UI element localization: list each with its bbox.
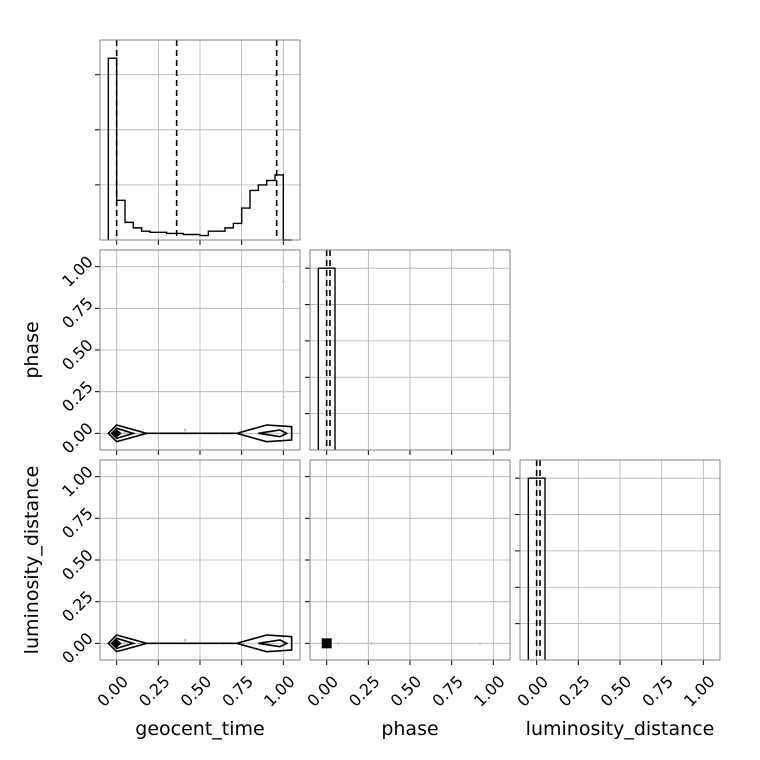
panel-phase-vs-luminosity_distance	[305, 459, 511, 665]
scatter-point	[183, 428, 187, 432]
scatter-point	[281, 280, 285, 284]
y-tick-label: 1.00	[58, 462, 97, 501]
x-tick-label: 0.50	[177, 672, 216, 711]
y-axis-label-phase: phase	[21, 321, 43, 378]
y-tick-label: 0.50	[58, 545, 97, 584]
y-tick-label: 0.25	[58, 377, 97, 416]
x-axis-label-geocent_time: geocent_time	[135, 718, 264, 740]
scatter-point	[336, 641, 340, 645]
x-tick-label: 0.50	[387, 672, 426, 711]
scatter-point	[366, 641, 370, 645]
x-tick-label: 0.00	[303, 672, 342, 711]
y-axis-label-luminosity_distance: luminosity_distance	[21, 466, 43, 655]
x-tick-label: 0.00	[513, 672, 552, 711]
diag-panel-phase	[305, 249, 511, 455]
y-tick-label: 0.75	[58, 294, 97, 333]
histogram-geocent_time	[107, 57, 292, 241]
x-tick-label: 1.00	[680, 672, 719, 711]
density-contour	[110, 427, 137, 440]
scatter-point	[281, 395, 285, 399]
panel-frame	[519, 459, 721, 661]
density-core	[111, 639, 122, 648]
x-tick-label: 0.75	[428, 672, 467, 711]
x-axis-label-luminosity_distance: luminosity_distance	[526, 718, 715, 740]
panel-geocent_time-vs-phase	[95, 249, 301, 455]
histogram-phase	[317, 267, 336, 450]
scatter-point	[123, 431, 127, 435]
diag-panel-luminosity_distance	[515, 459, 721, 665]
y-tick-label: 0.00	[58, 629, 97, 668]
x-tick-label: 0.75	[218, 672, 257, 711]
scatter-point	[183, 638, 187, 642]
density-contour	[258, 639, 289, 648]
density-contour	[258, 429, 289, 438]
scatter-point	[370, 641, 374, 645]
y-tick-label: 1.00	[58, 252, 97, 291]
x-tick-label: 0.25	[135, 672, 174, 711]
x-tick-label: 0.50	[597, 672, 636, 711]
scatter-point	[123, 641, 127, 645]
scatter-point	[281, 265, 285, 269]
x-tick-label: 1.00	[260, 672, 299, 711]
density-contour	[107, 634, 293, 653]
panel-frame	[99, 249, 301, 451]
density-contour	[110, 637, 137, 650]
panel-frame	[99, 459, 301, 661]
x-axis-label-phase: phase	[381, 718, 438, 740]
density-core	[111, 429, 122, 438]
density-contour	[107, 424, 293, 443]
x-tick-label: 0.25	[555, 672, 594, 711]
panel-frame	[309, 459, 511, 661]
scatter-point	[281, 390, 285, 394]
panel-frame	[309, 249, 511, 451]
diag-panel-geocent_time	[95, 39, 301, 245]
scatter-point	[478, 641, 482, 645]
y-tick-label: 0.75	[58, 504, 97, 543]
y-tick-label: 0.00	[58, 419, 97, 458]
x-tick-label: 0.00	[93, 672, 132, 711]
histogram-luminosity_distance	[527, 477, 546, 660]
y-tick-label: 0.50	[58, 335, 97, 374]
density-square	[321, 638, 332, 649]
y-tick-label: 0.25	[58, 587, 97, 626]
panel-frame	[99, 39, 301, 241]
panel-geocent_time-vs-luminosity_distance	[95, 459, 301, 665]
x-tick-label: 1.00	[470, 672, 509, 711]
x-tick-label: 0.25	[345, 672, 384, 711]
x-tick-label: 0.75	[638, 672, 677, 711]
scatter-point	[491, 641, 495, 645]
